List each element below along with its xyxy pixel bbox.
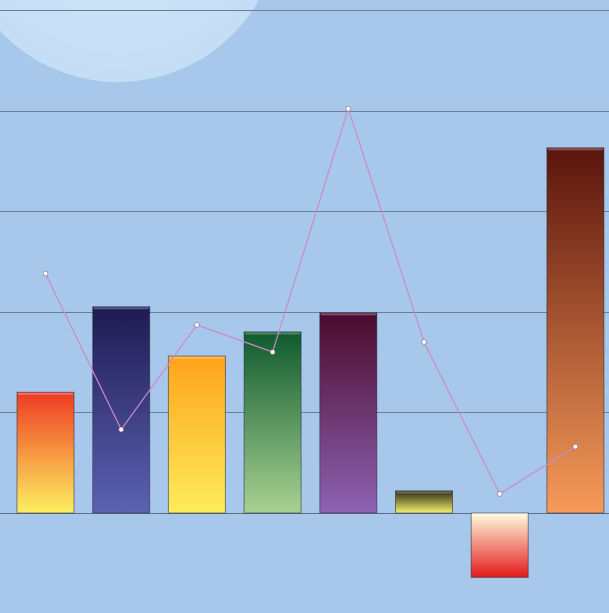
bar [546, 147, 605, 514]
bar [395, 490, 453, 514]
line-point [572, 443, 579, 450]
line-point [345, 105, 351, 112]
bar [470, 512, 529, 578]
line-point [42, 270, 49, 277]
bar-highlight [396, 491, 452, 494]
bar-highlight [320, 313, 376, 316]
bar [167, 355, 226, 514]
bar-highlight [169, 356, 225, 359]
line-point [269, 349, 276, 355]
line-point [194, 322, 200, 328]
bar [243, 331, 302, 514]
bar-highlight [18, 392, 73, 395]
bar-highlight [547, 148, 603, 151]
bar-highlight [472, 513, 528, 516]
line-point [118, 426, 124, 433]
bar-highlight [245, 332, 301, 335]
bar [92, 306, 151, 514]
bar-highlight [93, 307, 149, 310]
background-glow-circle [0, 0, 259, 82]
line-series [44, 106, 576, 495]
line-point [497, 491, 503, 497]
line-point [421, 339, 427, 345]
bar [16, 391, 75, 514]
bar [319, 312, 378, 514]
